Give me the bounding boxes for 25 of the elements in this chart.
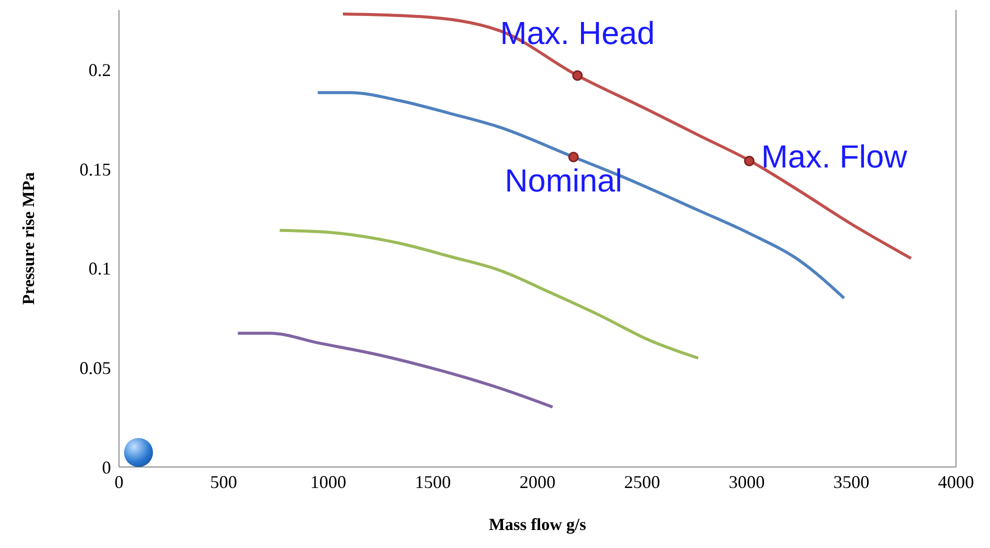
annotation: Nominal — [504, 162, 622, 198]
x-tick-label: 2000 — [520, 472, 556, 492]
x-tick-label: 500 — [210, 472, 238, 492]
y-tick-label: 0 — [102, 457, 111, 478]
y-tick-label: 0.2 — [88, 60, 111, 80]
x-tick-label: 3500 — [833, 472, 870, 492]
point — [568, 152, 579, 162]
annotation: Max. Head — [500, 15, 655, 52]
line-series — [278, 228, 700, 360]
y-tick-label: 0.15 — [80, 159, 111, 180]
x-tick-label: 4000 — [938, 472, 974, 492]
y-tick-label: 0.1 — [88, 258, 111, 279]
y-axis-title: Pressure rise MPa — [19, 172, 38, 305]
line-series — [341, 12, 913, 260]
x-axis-title: Mass flow g/s — [488, 515, 587, 534]
annotation: Max. Flow — [761, 138, 908, 174]
point — [744, 156, 755, 166]
x-tick-label: 3000 — [728, 472, 765, 492]
point — [572, 70, 583, 81]
x-tick-label: 1500 — [414, 472, 451, 492]
x-tick-label: 0 — [114, 472, 124, 492]
y-tick-label: 0.05 — [80, 358, 111, 378]
x-tick-label: 1000 — [310, 472, 346, 492]
line-series — [236, 332, 554, 408]
x-tick-label: 2500 — [624, 472, 660, 492]
